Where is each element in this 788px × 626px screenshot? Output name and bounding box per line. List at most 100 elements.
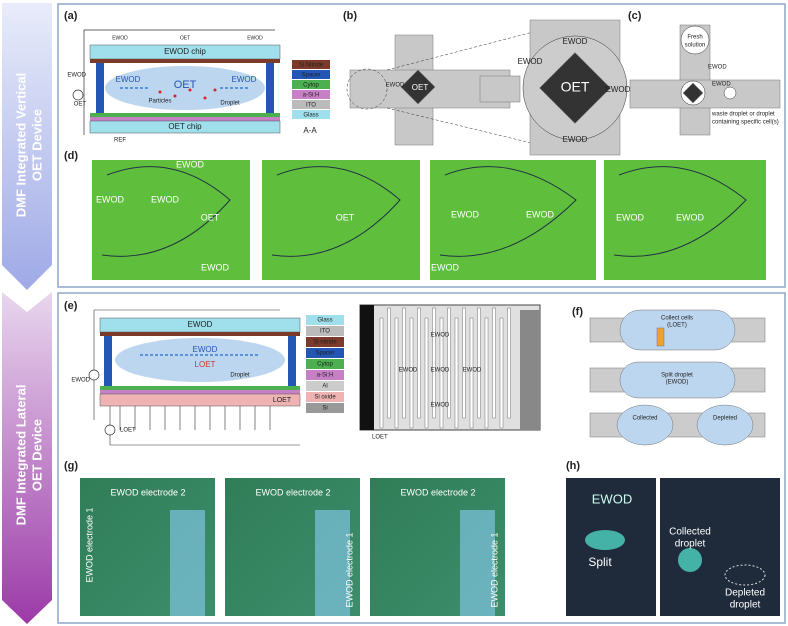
label: EWOD electrode 1 bbox=[489, 532, 499, 607]
label: EWOD bbox=[606, 85, 631, 94]
electrode-finger bbox=[500, 318, 503, 428]
label: Depleted bbox=[713, 416, 737, 422]
label: EWOD bbox=[431, 262, 459, 272]
legend-label: Spacer bbox=[315, 351, 334, 357]
label: LOET bbox=[120, 428, 136, 434]
label: EWOD bbox=[232, 75, 257, 84]
label: waste droplet or droplet bbox=[711, 112, 775, 118]
label: EWOD bbox=[451, 209, 479, 219]
electrode-finger bbox=[478, 308, 481, 418]
legend-label: ITO bbox=[306, 103, 316, 109]
label: LOET bbox=[273, 397, 292, 404]
label: EWOD bbox=[431, 333, 450, 339]
label: OET bbox=[561, 79, 590, 95]
label: EWOD electrode 2 bbox=[400, 487, 475, 497]
label: OET bbox=[74, 102, 87, 108]
label: EWOD electrode 1 bbox=[344, 532, 354, 607]
label: EWOD bbox=[526, 209, 554, 219]
label: EWOD bbox=[616, 212, 644, 222]
label: EWOD bbox=[563, 135, 588, 144]
label: EWOD bbox=[712, 82, 731, 88]
panel-label: (g) bbox=[64, 460, 78, 472]
legend-label: Cytop bbox=[317, 362, 333, 368]
label: Split droplet bbox=[661, 373, 693, 379]
electrode-finger bbox=[463, 308, 466, 418]
panel-label: (f) bbox=[572, 306, 583, 318]
label: LOET bbox=[372, 435, 388, 441]
legend-label: ITO bbox=[320, 329, 330, 335]
droplet bbox=[678, 548, 702, 572]
schematic-c bbox=[630, 25, 780, 135]
legend-label: Al bbox=[322, 384, 327, 390]
electrode-finger bbox=[380, 318, 383, 428]
legend-label: a-Si:H bbox=[317, 373, 334, 379]
panel-label: (c) bbox=[628, 10, 642, 22]
label: A-A bbox=[303, 126, 317, 135]
electrode-finger bbox=[508, 308, 511, 418]
label: Depleted bbox=[725, 588, 765, 599]
label: EWOD bbox=[71, 378, 90, 384]
legend-label: Cytop bbox=[303, 83, 319, 89]
panel-label: (a) bbox=[64, 10, 78, 22]
electrode-finger bbox=[433, 308, 436, 418]
label: EWOD bbox=[563, 37, 588, 46]
legend-label: Si oxide bbox=[314, 395, 336, 401]
label: Collected bbox=[669, 527, 711, 538]
label: EWOD bbox=[431, 403, 450, 409]
label: EWOD electrode 1 bbox=[84, 507, 94, 582]
label: (EWOD) bbox=[666, 380, 689, 386]
label: REF bbox=[114, 138, 126, 144]
legend-label: Glass bbox=[317, 318, 332, 324]
electrode-finger bbox=[425, 318, 428, 428]
label: OET bbox=[180, 35, 190, 41]
electrode-finger bbox=[388, 308, 391, 418]
label: EWOD bbox=[708, 65, 727, 71]
label: (LOET) bbox=[667, 323, 687, 329]
label: OET bbox=[412, 83, 429, 92]
banner-text: DMF Integrated Vertical bbox=[13, 73, 28, 217]
electrode-finger bbox=[395, 318, 398, 428]
label: EWOD bbox=[188, 320, 213, 329]
banner-text: DMF Integrated Lateral bbox=[13, 385, 28, 526]
label: droplet bbox=[730, 600, 761, 611]
label: LOET bbox=[195, 360, 216, 369]
legend-label: Si Nitride bbox=[299, 63, 324, 69]
label: EWOD bbox=[201, 262, 229, 272]
banner-text: OET Device bbox=[29, 419, 44, 491]
legend-label: Si bbox=[322, 406, 327, 412]
electrode-finger bbox=[448, 308, 451, 418]
label: containing specific cell(s) bbox=[712, 120, 779, 126]
label: OET bbox=[201, 212, 220, 222]
legend-label: a-Si:H bbox=[303, 93, 320, 99]
label: EWOD bbox=[592, 491, 632, 506]
figure: DMF Integrated Vertical OET Device DMF I… bbox=[0, 0, 788, 626]
legend-label: Glass bbox=[303, 113, 318, 119]
label: OET bbox=[174, 79, 197, 91]
label: EWOD bbox=[431, 368, 450, 374]
label: EWOD bbox=[112, 35, 128, 41]
label: EWOD bbox=[247, 35, 263, 41]
label: Collected bbox=[632, 416, 657, 422]
electrode-finger bbox=[418, 308, 421, 418]
label: EWOD electrode 2 bbox=[110, 487, 185, 497]
label: EWOD chip bbox=[164, 47, 206, 56]
label: EWOD bbox=[96, 194, 124, 204]
electrode-finger bbox=[485, 318, 488, 428]
label: EWOD electrode 2 bbox=[255, 487, 330, 497]
label: OET bbox=[336, 212, 355, 222]
label: EWOD bbox=[151, 194, 179, 204]
label: EWOD bbox=[518, 57, 543, 66]
label: solution bbox=[685, 43, 706, 49]
label: droplet bbox=[675, 539, 706, 550]
droplet bbox=[585, 530, 625, 550]
electrode-finger bbox=[403, 308, 406, 418]
label: Collect cells bbox=[661, 316, 693, 322]
panel-label: (h) bbox=[566, 460, 580, 472]
label: EWOD bbox=[67, 73, 86, 79]
label: Particles bbox=[148, 99, 171, 105]
panel-label: (e) bbox=[64, 300, 78, 312]
label: EWOD bbox=[193, 345, 218, 354]
electrode-finger bbox=[455, 318, 458, 428]
label: Droplet bbox=[220, 101, 240, 107]
legend-label: Spacer bbox=[301, 73, 320, 79]
